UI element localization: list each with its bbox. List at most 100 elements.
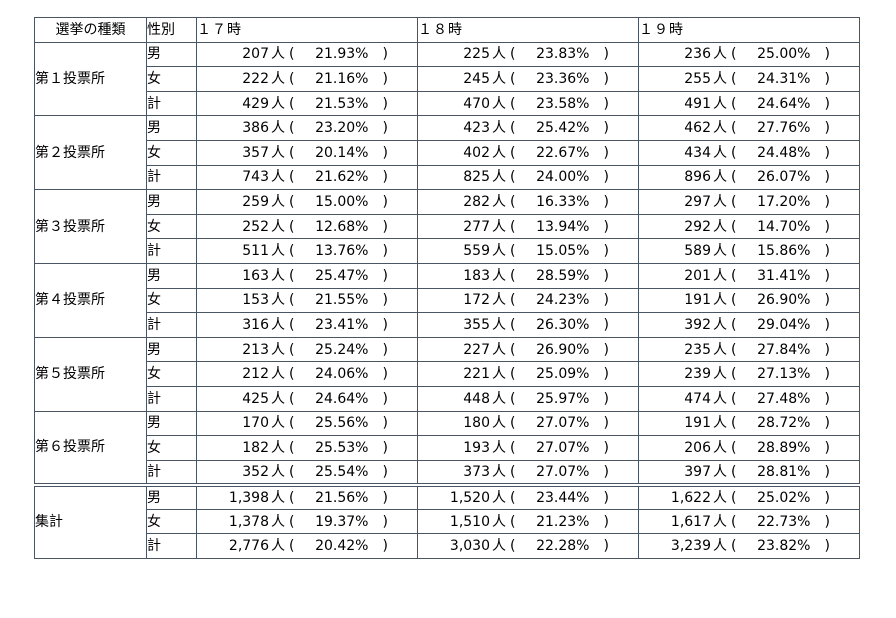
- unit-label: 人: [492, 169, 506, 186]
- table-row: 計 316 人(23.41%) 355 人(26.30%) 392 人(29.04%): [35, 312, 860, 338]
- voter-count: 373: [463, 463, 490, 480]
- close-paren: ): [824, 489, 830, 506]
- open-paren: (: [289, 95, 295, 112]
- turnout-percent: 25.97%: [536, 390, 590, 407]
- voter-count: 425: [242, 390, 269, 407]
- turnout-cell: 206 人(28.89%): [638, 435, 860, 461]
- turnout-percent: 24.23%: [536, 292, 590, 309]
- close-paren: ): [382, 292, 388, 309]
- voter-count: 297: [684, 193, 711, 210]
- turnout-cell: 153 人(21.55%): [196, 287, 418, 314]
- close-paren: ): [603, 316, 609, 333]
- voter-count: 3,239: [670, 538, 711, 555]
- turnout-cell: 259 人(15.00%): [196, 189, 418, 215]
- unit-label: 人: [713, 193, 727, 210]
- open-paren: (: [289, 513, 295, 530]
- open-paren: (: [510, 390, 516, 407]
- polling-place-name: 第６投票所: [34, 410, 147, 486]
- unit-label: 人: [271, 144, 285, 161]
- turnout-cell: 221 人(25.09%): [417, 361, 639, 387]
- turnout-cell: 3,239 人(23.82%): [638, 533, 860, 560]
- turnout-percent: 15.05%: [536, 243, 590, 260]
- turnout-cell: 448 人(25.97%): [417, 385, 639, 412]
- close-paren: ): [824, 95, 830, 112]
- turnout-cell: 429 人(21.53%): [196, 90, 418, 117]
- sex-label: 女: [146, 508, 197, 535]
- turnout-percent: 21.16%: [315, 70, 369, 87]
- open-paren: (: [731, 46, 737, 63]
- turnout-percent: 23.20%: [315, 120, 369, 137]
- open-paren: (: [731, 415, 737, 432]
- table-row: 第２投票所男 386 人(23.20%) 423 人(25.42%) 462 人(27.76…: [34, 115, 860, 191]
- voter-count: 429: [242, 95, 269, 112]
- open-paren: (: [289, 439, 295, 456]
- voter-count: 316: [242, 316, 269, 333]
- turnout-percent: 23.83%: [536, 46, 590, 63]
- close-paren: ): [824, 513, 830, 530]
- voter-count: 1,510: [449, 513, 490, 530]
- open-paren: (: [289, 267, 295, 284]
- unit-label: 人: [492, 267, 506, 284]
- close-paren: ): [382, 95, 388, 112]
- table-row: 女 1,378 人(19.37%) 1,510 人(21.23%) 1,617 人(22.7…: [35, 508, 860, 535]
- voter-count: 825: [463, 169, 490, 186]
- close-paren: ): [382, 70, 388, 87]
- turnout-percent: 24.31%: [757, 70, 811, 87]
- turnout-cell: 316 人(23.41%): [196, 312, 418, 338]
- table-row: 女 357 人(20.14%) 402 人(22.67%) 434 人(24.48%): [35, 139, 860, 166]
- voter-count: 193: [463, 439, 490, 456]
- close-paren: ): [382, 341, 388, 358]
- turnout-percent: 24.64%: [757, 95, 811, 112]
- sex-label: 男: [146, 189, 197, 215]
- unit-label: 人: [713, 95, 727, 112]
- unit-label: 人: [713, 243, 727, 260]
- voter-count: 474: [684, 390, 711, 407]
- voter-count: 236: [684, 46, 711, 63]
- table-row: 計 425 人(24.64%) 448 人(25.97%) 474 人(27.48%): [35, 385, 860, 412]
- turnout-percent: 25.09%: [536, 366, 590, 383]
- sex-label: 計: [146, 385, 197, 412]
- turnout-percent: 14.70%: [757, 218, 811, 235]
- unit-label: 人: [492, 316, 506, 333]
- open-paren: (: [731, 95, 737, 112]
- turnout-percent: 26.30%: [536, 316, 590, 333]
- turnout-percent: 13.94%: [536, 218, 590, 235]
- unit-label: 人: [492, 366, 506, 383]
- turnout-cell: 386 人(23.20%): [196, 115, 418, 141]
- open-paren: (: [731, 513, 737, 530]
- close-paren: ): [603, 292, 609, 309]
- voter-count: 213: [242, 341, 269, 358]
- open-paren: (: [289, 120, 295, 137]
- close-paren: ): [824, 46, 830, 63]
- voter-count: 252: [242, 218, 269, 235]
- voter-count: 402: [463, 144, 490, 161]
- open-paren: (: [510, 95, 516, 112]
- table-row: 第５投票所男 213 人(25.24%) 227 人(26.90%) 235 人(27.84…: [34, 336, 860, 412]
- table-row: 第１投票所男 207 人(21.93%) 225 人(23.83%) 236 人(25.00…: [34, 41, 860, 117]
- open-paren: (: [510, 218, 516, 235]
- turnout-percent: 24.00%: [536, 169, 590, 186]
- turnout-cell: 589 人(15.86%): [638, 238, 860, 264]
- close-paren: ): [603, 193, 609, 210]
- close-paren: ): [382, 120, 388, 137]
- turnout-cell: 352 人(25.54%): [196, 459, 418, 486]
- open-paren: (: [510, 267, 516, 284]
- open-paren: (: [289, 366, 295, 383]
- turnout-cell: 423 人(25.42%): [417, 115, 639, 141]
- table-row: 計 352 人(25.54%) 373 人(27.07%) 397 人(28.81%): [35, 459, 860, 486]
- turnout-cell: 207 人(21.93%): [196, 41, 418, 68]
- voter-count: 227: [463, 341, 490, 358]
- turnout-percent: 24.06%: [315, 366, 369, 383]
- open-paren: (: [731, 489, 737, 506]
- table-row: 計 429 人(21.53%) 470 人(23.58%) 491 人(24.64%): [35, 90, 860, 117]
- turnout-cell: 1,378 人(19.37%): [196, 508, 418, 535]
- table-row: 計 743 人(21.62%) 825 人(24.00%) 896 人(26.07%): [35, 164, 860, 191]
- unit-label: 人: [713, 341, 727, 358]
- voter-count: 357: [242, 144, 269, 161]
- voter-count: 397: [684, 463, 711, 480]
- close-paren: ): [824, 120, 830, 137]
- unit-label: 人: [492, 120, 506, 137]
- unit-label: 人: [713, 169, 727, 186]
- open-paren: (: [510, 70, 516, 87]
- turnout-percent: 16.33%: [536, 193, 590, 210]
